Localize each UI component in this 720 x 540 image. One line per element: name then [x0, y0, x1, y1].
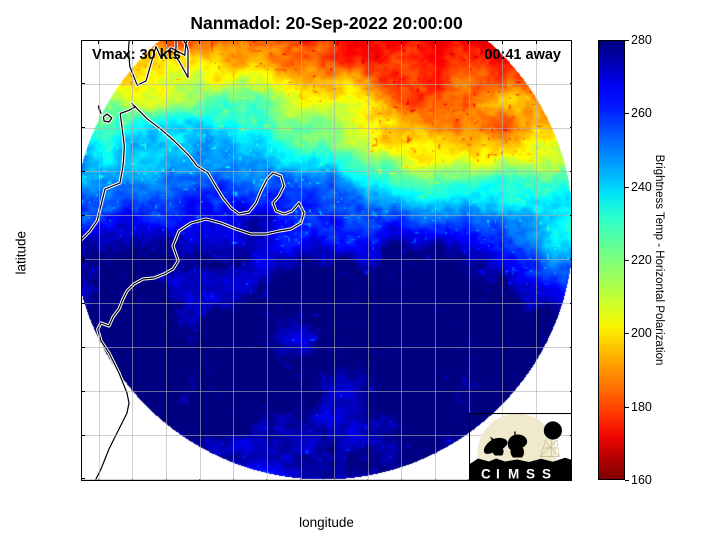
svg-text:S: S: [542, 467, 551, 482]
svg-text:S: S: [526, 467, 535, 482]
svg-text:C: C: [481, 467, 491, 482]
svg-text:M: M: [508, 467, 519, 482]
svg-text:I: I: [496, 467, 500, 482]
